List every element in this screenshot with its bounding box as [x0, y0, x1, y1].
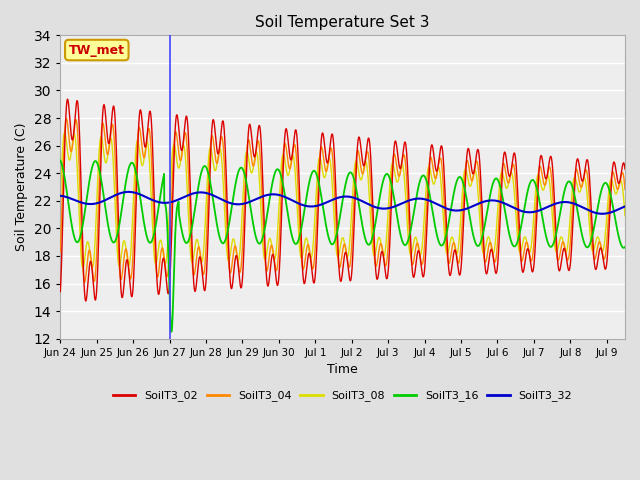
- SoilT3_16: [424, 182, 431, 188]
- SoilT3_16: [273, 168, 280, 173]
- SoilT3_32: [396, 202, 403, 207]
- SoilT3_16: [478, 236, 486, 242]
- SoilT3_02: [82, 298, 90, 304]
- SoilT3_16: [621, 244, 629, 250]
- SoilT3_04: [81, 279, 88, 285]
- Line: SoilT3_02: SoilT3_02: [60, 99, 625, 301]
- SoilT3_04: [159, 247, 167, 253]
- SoilT3_08: [273, 247, 280, 253]
- SoilT3_32: [273, 192, 280, 197]
- SoilT3_02: [159, 256, 167, 262]
- SoilT3_04: [521, 244, 529, 250]
- SoilT3_08: [396, 174, 403, 180]
- SoilT3_04: [396, 173, 403, 179]
- SoilT3_32: [598, 211, 606, 216]
- SoilT3_16: [168, 329, 175, 335]
- SoilT3_04: [478, 226, 486, 231]
- SoilT3_04: [63, 116, 70, 121]
- SoilT3_02: [273, 277, 280, 283]
- Legend: SoilT3_02, SoilT3_04, SoilT3_08, SoilT3_16, SoilT3_32: SoilT3_02, SoilT3_04, SoilT3_08, SoilT3_…: [109, 386, 577, 406]
- SoilT3_16: [396, 225, 403, 231]
- SoilT3_02: [478, 202, 486, 208]
- SoilT3_08: [79, 265, 86, 271]
- SoilT3_16: [56, 157, 64, 163]
- SoilT3_32: [159, 200, 167, 205]
- SoilT3_32: [521, 209, 529, 215]
- SoilT3_08: [621, 213, 629, 218]
- SoilT3_08: [159, 250, 167, 256]
- SoilT3_08: [61, 130, 68, 136]
- SoilT3_02: [424, 202, 431, 207]
- SoilT3_02: [621, 166, 629, 172]
- Line: SoilT3_04: SoilT3_04: [60, 119, 625, 282]
- SoilT3_32: [621, 204, 629, 209]
- Y-axis label: Soil Temperature (C): Soil Temperature (C): [15, 123, 28, 251]
- SoilT3_32: [125, 189, 132, 195]
- SoilT3_04: [56, 249, 64, 254]
- SoilT3_08: [478, 243, 486, 249]
- X-axis label: Time: Time: [327, 363, 358, 376]
- SoilT3_08: [424, 167, 431, 173]
- SoilT3_02: [56, 289, 64, 295]
- SoilT3_32: [56, 193, 64, 199]
- SoilT3_02: [64, 96, 72, 102]
- SoilT3_32: [424, 197, 431, 203]
- SoilT3_04: [273, 268, 280, 274]
- SoilT3_04: [621, 187, 629, 192]
- Line: SoilT3_16: SoilT3_16: [60, 160, 625, 332]
- Text: TW_met: TW_met: [69, 44, 125, 57]
- SoilT3_02: [396, 163, 403, 168]
- Line: SoilT3_32: SoilT3_32: [60, 192, 625, 214]
- Title: Soil Temperature Set 3: Soil Temperature Set 3: [255, 15, 430, 30]
- SoilT3_16: [521, 204, 529, 209]
- SoilT3_02: [521, 261, 529, 266]
- SoilT3_08: [56, 198, 64, 204]
- Line: SoilT3_08: SoilT3_08: [60, 133, 625, 268]
- SoilT3_08: [521, 234, 529, 240]
- SoilT3_04: [424, 180, 431, 186]
- SoilT3_16: [159, 177, 167, 183]
- SoilT3_32: [478, 200, 486, 205]
